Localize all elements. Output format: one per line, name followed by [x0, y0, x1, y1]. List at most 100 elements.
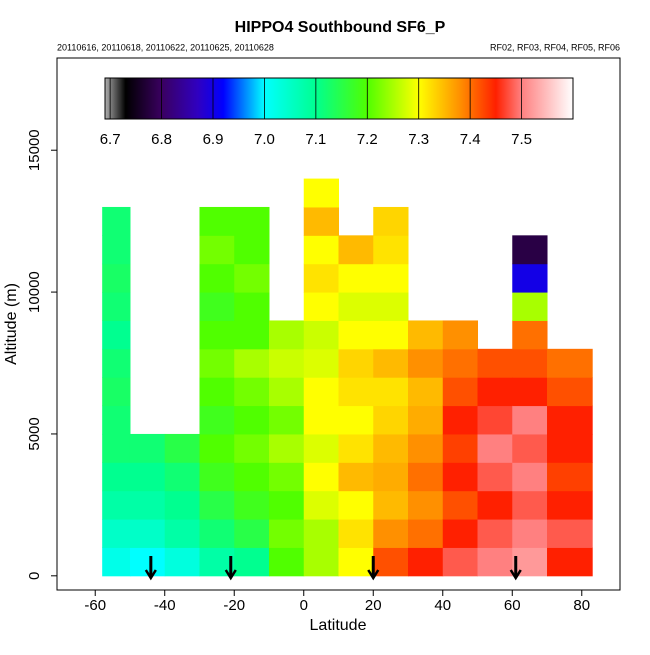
heat-cell [268, 377, 305, 407]
heat-cell [268, 433, 305, 463]
heat-cell [102, 263, 131, 293]
x-tick-label: -60 [84, 597, 106, 614]
x-tick-label: -20 [223, 597, 245, 614]
y-tick-label: 10000 [26, 271, 43, 313]
heat-cell [164, 462, 200, 492]
colorbar-tick-label: 7.4 [460, 131, 481, 148]
heat-cell [199, 292, 235, 321]
heat-cell [408, 405, 444, 435]
heat-cell [338, 377, 374, 407]
heat-cell [268, 547, 305, 577]
heat-cell [199, 206, 235, 236]
heat-cell [442, 377, 479, 407]
colorbar-tick-label: 6.9 [203, 131, 224, 148]
heat-cell [268, 405, 305, 435]
heat-cell [477, 433, 513, 463]
heat-cell [303, 377, 339, 407]
heat-cell [129, 462, 166, 492]
colorbar-tick-label: 7.1 [305, 131, 326, 148]
heat-cell [199, 519, 235, 548]
heat-cell [199, 348, 235, 378]
subtitle-left: 20110616, 20110618, 20110622, 20110625, … [57, 42, 274, 52]
heat-cell [373, 348, 409, 378]
heat-cell [408, 462, 444, 492]
colorbar-tick-label: 6.7 [100, 131, 121, 148]
heat-cell [338, 320, 374, 350]
heat-cell [234, 263, 270, 293]
heat-cell [164, 547, 200, 577]
heat-cell [268, 490, 305, 520]
heat-cell [512, 320, 548, 350]
heat-cell [373, 405, 409, 435]
heat-cell [512, 263, 548, 293]
heat-cell [442, 519, 479, 548]
heat-cell [408, 433, 444, 463]
heat-cell [129, 519, 166, 548]
heat-cell [303, 263, 339, 293]
heat-cell [234, 519, 270, 548]
heat-cell [303, 462, 339, 492]
heat-cell [408, 348, 444, 378]
heat-cell [199, 490, 235, 520]
heat-cell [477, 462, 513, 492]
heat-cell [102, 377, 131, 407]
heat-cell [408, 320, 444, 350]
heat-cell [234, 206, 270, 236]
heat-cell [442, 547, 479, 577]
heat-cell [442, 405, 479, 435]
heat-cell [303, 519, 339, 548]
heat-cell [477, 490, 513, 520]
colorbar-tick-label: 6.8 [151, 131, 172, 148]
heat-cell [303, 320, 339, 350]
heat-cell [102, 405, 131, 435]
heat-cell [408, 377, 444, 407]
flight-arrow [509, 556, 522, 581]
heat-cell [373, 377, 409, 407]
heat-cell [268, 348, 305, 378]
heat-cell [303, 292, 339, 321]
heat-cell [408, 490, 444, 520]
heat-cell [102, 348, 131, 378]
x-tick-label: 20 [365, 597, 382, 614]
heat-cell [547, 433, 593, 463]
x-tick-label: -40 [154, 597, 176, 614]
heat-cell [303, 206, 339, 236]
heat-cell [442, 348, 479, 378]
heat-cell [547, 405, 593, 435]
heat-cell [338, 490, 374, 520]
heat-cell [129, 490, 166, 520]
x-tick-label: 40 [434, 597, 451, 614]
heat-cell [373, 519, 409, 548]
heat-cell [234, 547, 270, 577]
heat-cell [303, 235, 339, 265]
heat-cell [547, 348, 593, 378]
y-tick-label: 15000 [26, 129, 43, 171]
heat-cell [102, 235, 131, 265]
heat-cell [512, 292, 548, 321]
heat-cell [102, 320, 131, 350]
heat-cell [477, 519, 513, 548]
heat-cell [373, 490, 409, 520]
heat-cell [199, 547, 235, 577]
heat-cell [199, 433, 235, 463]
flight-arrow [367, 556, 380, 581]
heat-cell [373, 547, 409, 577]
heat-cell [442, 320, 479, 350]
heat-cell [547, 490, 593, 520]
heat-cell [512, 462, 548, 492]
heat-cell [512, 377, 548, 407]
x-tick-label: 80 [573, 597, 590, 614]
heat-cell [442, 490, 479, 520]
flight-arrow [224, 556, 237, 581]
heat-cell [338, 405, 374, 435]
heat-cell [199, 320, 235, 350]
heat-cell [102, 490, 131, 520]
heat-cell [373, 235, 409, 265]
heat-cell [512, 235, 548, 265]
heat-cell [164, 433, 200, 463]
heat-cell [512, 519, 548, 548]
heat-cell [373, 263, 409, 293]
heat-cell [268, 462, 305, 492]
heat-cell [268, 320, 305, 350]
heat-cell [164, 519, 200, 548]
